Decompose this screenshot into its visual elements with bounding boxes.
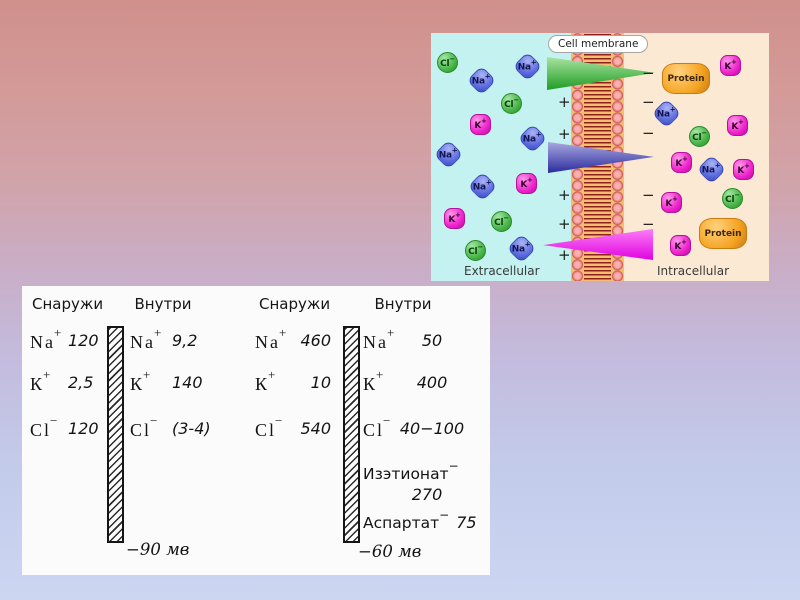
ion-value: 40−100 — [399, 419, 465, 438]
ion-label: K+ — [675, 154, 688, 169]
ion-label: Na+ — [439, 146, 458, 161]
ion-label: Na+ — [702, 161, 721, 176]
cl-ion: Cl− — [501, 93, 522, 114]
ion-label: Cl− — [692, 128, 707, 143]
minus-sign: − — [642, 215, 655, 233]
k-ion: K+ — [661, 192, 682, 213]
ion-symbol: К+ — [255, 367, 276, 394]
ion-label: K+ — [665, 194, 678, 209]
inside-header: Внутри — [134, 295, 192, 313]
ion-symbol: Cl− — [30, 413, 58, 440]
ion-label: K+ — [724, 57, 737, 72]
anion-name: Аспартат− 75 — [363, 508, 477, 533]
minus-sign: − — [642, 64, 655, 82]
plus-sign: + — [558, 125, 571, 143]
membrane-bar — [107, 326, 124, 543]
ion-label: K+ — [520, 175, 533, 190]
ion-label: Na+ — [473, 178, 492, 193]
minus-sign: − — [642, 186, 655, 204]
outside-header: Снаружи — [32, 295, 104, 313]
ion-symbol: Na+ — [363, 325, 395, 352]
ion-value: 120 — [68, 331, 99, 350]
ion-label: Cl− — [494, 213, 509, 228]
ion-symbol: Cl− — [255, 413, 283, 440]
plus-sign: + — [558, 215, 571, 233]
ion-symbol: К+ — [30, 367, 51, 394]
ion-label: Na+ — [518, 58, 537, 73]
cl-ion: Cl− — [437, 52, 458, 73]
ion-symbol: Na+ — [130, 325, 162, 352]
cl-ion: Cl− — [722, 188, 743, 209]
plus-sign: + — [558, 186, 571, 204]
ion-label: Cl− — [504, 95, 519, 110]
k-ion: K+ — [671, 152, 692, 173]
anion-name: Изэтионат− — [363, 459, 459, 484]
outside-header: Снаружи — [259, 295, 331, 313]
protein-blob: Protein — [662, 63, 710, 94]
ion-label: Na+ — [523, 130, 542, 145]
k-ion: K+ — [444, 208, 465, 229]
protein-blob: Protein — [699, 218, 747, 249]
minus-sign: − — [642, 124, 655, 142]
plus-sign: + — [558, 93, 571, 111]
ion-symbol: К+ — [363, 367, 384, 394]
k-ion: K+ — [720, 55, 741, 76]
extracellular-label: Extracellular — [464, 264, 540, 278]
ion-symbol: Cl− — [363, 413, 391, 440]
ion-value: 540 — [300, 419, 331, 438]
k-ion: K+ — [670, 235, 691, 256]
ion-symbol: Cl− — [130, 413, 158, 440]
ion-value: 460 — [300, 331, 331, 350]
ion-label: Cl− — [440, 54, 455, 69]
ion-symbol: Na+ — [30, 325, 62, 352]
anion-value: 75 — [456, 513, 477, 533]
ion-value: 50 — [421, 331, 443, 350]
k-ion: K+ — [470, 114, 491, 135]
k-ion: K+ — [727, 115, 748, 136]
ion-label: K+ — [474, 116, 487, 131]
ion-label: Cl− — [468, 242, 483, 257]
ion-value: 10 — [310, 373, 331, 392]
ion-concentration-figure: Снаружи Внутри Na+ 120 К+ 2,5 Cl− 120 Na+ 9,2 К+ 14… — [22, 286, 490, 575]
ion-value: 140 — [172, 373, 203, 392]
ion-value: 2,5 — [68, 373, 94, 392]
ion-symbol: К+ — [130, 367, 151, 394]
minus-sign: − — [642, 93, 655, 111]
ion-value: 400 — [416, 373, 448, 392]
ion-value: 120 — [68, 419, 99, 438]
ion-label: K+ — [674, 237, 687, 252]
cell-membrane-label: Cell membrane — [548, 35, 649, 53]
k-ion: K+ — [516, 173, 537, 194]
cl-ion: Cl− — [465, 240, 486, 261]
anion-value: 270 — [411, 485, 443, 504]
ion-label: K+ — [731, 117, 744, 132]
intracellular-label: Intracellular — [657, 264, 730, 278]
cl-ion: Cl− — [689, 126, 710, 147]
ion-symbol: Na+ — [255, 325, 287, 352]
ion-label: Na+ — [512, 240, 531, 255]
ion-label: K+ — [737, 161, 750, 176]
cell-membrane-diagram: + + + + + − − − − − Cl− Na+ Na+ Cl− K+ Na+ Na+ Na+ K+ K+ Cl… — [431, 33, 769, 281]
ion-value: 9,2 — [172, 331, 198, 350]
inside-header: Внутри — [374, 295, 432, 313]
ion-label: Na+ — [472, 72, 491, 87]
membrane-potential: −60 мв — [358, 542, 422, 561]
ion-value: (3-4) — [172, 419, 211, 438]
ion-label: Na+ — [657, 105, 676, 120]
membrane-potential: −90 мв — [126, 540, 190, 559]
ion-label: K+ — [448, 210, 461, 225]
k-ion: K+ — [733, 159, 754, 180]
ion-label: Cl− — [725, 190, 740, 205]
membrane-bar — [343, 326, 360, 543]
cl-ion: Cl− — [491, 211, 512, 232]
plus-sign: + — [558, 246, 571, 264]
